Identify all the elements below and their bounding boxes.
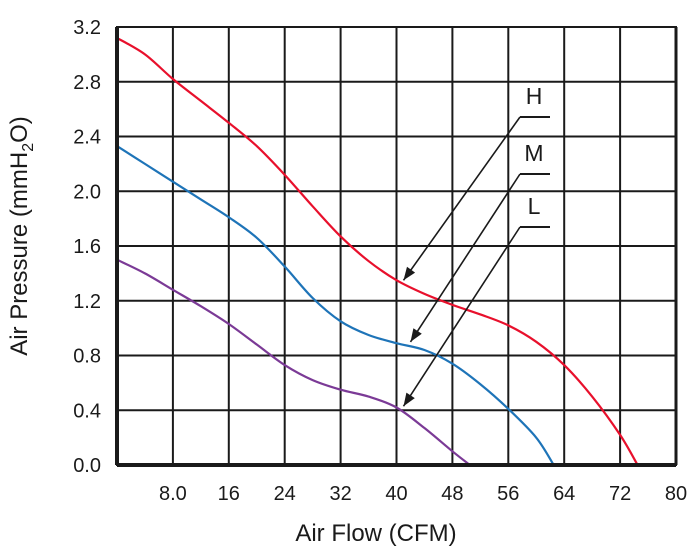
y-tick-label-2: 0.8: [73, 346, 101, 368]
y-tick-labels: 0.0 0.4 0.8 1.2 1.6 2.0 2.4 2.8 3.2: [73, 17, 101, 477]
y-tick-label-0: 0.0: [73, 455, 101, 477]
callout-l: L: [402, 193, 550, 407]
callout-label-h: H: [526, 83, 543, 109]
series-line-m: [116, 145, 555, 466]
series-callouts: H M L: [402, 83, 550, 407]
x-tick-label-3: 32: [329, 483, 351, 505]
callout-arrowhead-m: [410, 328, 422, 342]
y-axis-title-end: O): [6, 116, 33, 143]
x-tick-label-9: 80: [665, 483, 687, 505]
axes: [115, 26, 678, 467]
x-tick-label-6: 56: [497, 483, 519, 505]
y-tick-label-6: 2.4: [73, 127, 101, 149]
callout-arrowhead-h: [403, 266, 416, 281]
x-tick-label-7: 64: [553, 483, 575, 505]
callout-h: H: [402, 83, 550, 281]
callout-m: M: [409, 140, 550, 343]
y-axis-title-main: Air Pressure (mmH: [6, 152, 33, 356]
x-tick-label-0: 8.0: [159, 483, 187, 505]
y-axis-title: Air Pressure (mmH2O): [6, 116, 37, 356]
series-line-h: [116, 36, 639, 466]
y-tick-label-4: 1.6: [73, 236, 101, 258]
x-axis-title: Air Flow (CFM): [295, 520, 456, 547]
y-axis-title-subscript: 2: [20, 143, 37, 152]
x-tick-label-1: 16: [218, 483, 240, 505]
callout-leader-h: [402, 116, 521, 281]
y-tick-label-1: 0.4: [73, 400, 101, 422]
x-tick-label-8: 72: [609, 483, 631, 505]
callout-label-m: M: [524, 140, 543, 166]
callout-leader-m: [409, 173, 521, 343]
y-tick-label-7: 2.8: [73, 72, 101, 94]
x-tick-label-5: 48: [441, 483, 463, 505]
x-tick-labels: 8.0 16 24 32 40 48 56 64 72 80: [159, 483, 687, 505]
y-tick-label-8: 3.2: [73, 17, 101, 39]
x-tick-label-2: 24: [274, 483, 296, 505]
x-tick-label-4: 40: [385, 483, 407, 505]
y-tick-label-3: 1.2: [73, 291, 101, 313]
callout-leader-l: [402, 226, 521, 407]
series-line-l: [116, 258, 471, 466]
gridlines: [117, 26, 677, 466]
callout-label-l: L: [528, 193, 541, 219]
curves: [116, 36, 639, 466]
y-tick-label-5: 2.0: [73, 181, 101, 203]
callout-arrowhead-l: [403, 392, 415, 407]
